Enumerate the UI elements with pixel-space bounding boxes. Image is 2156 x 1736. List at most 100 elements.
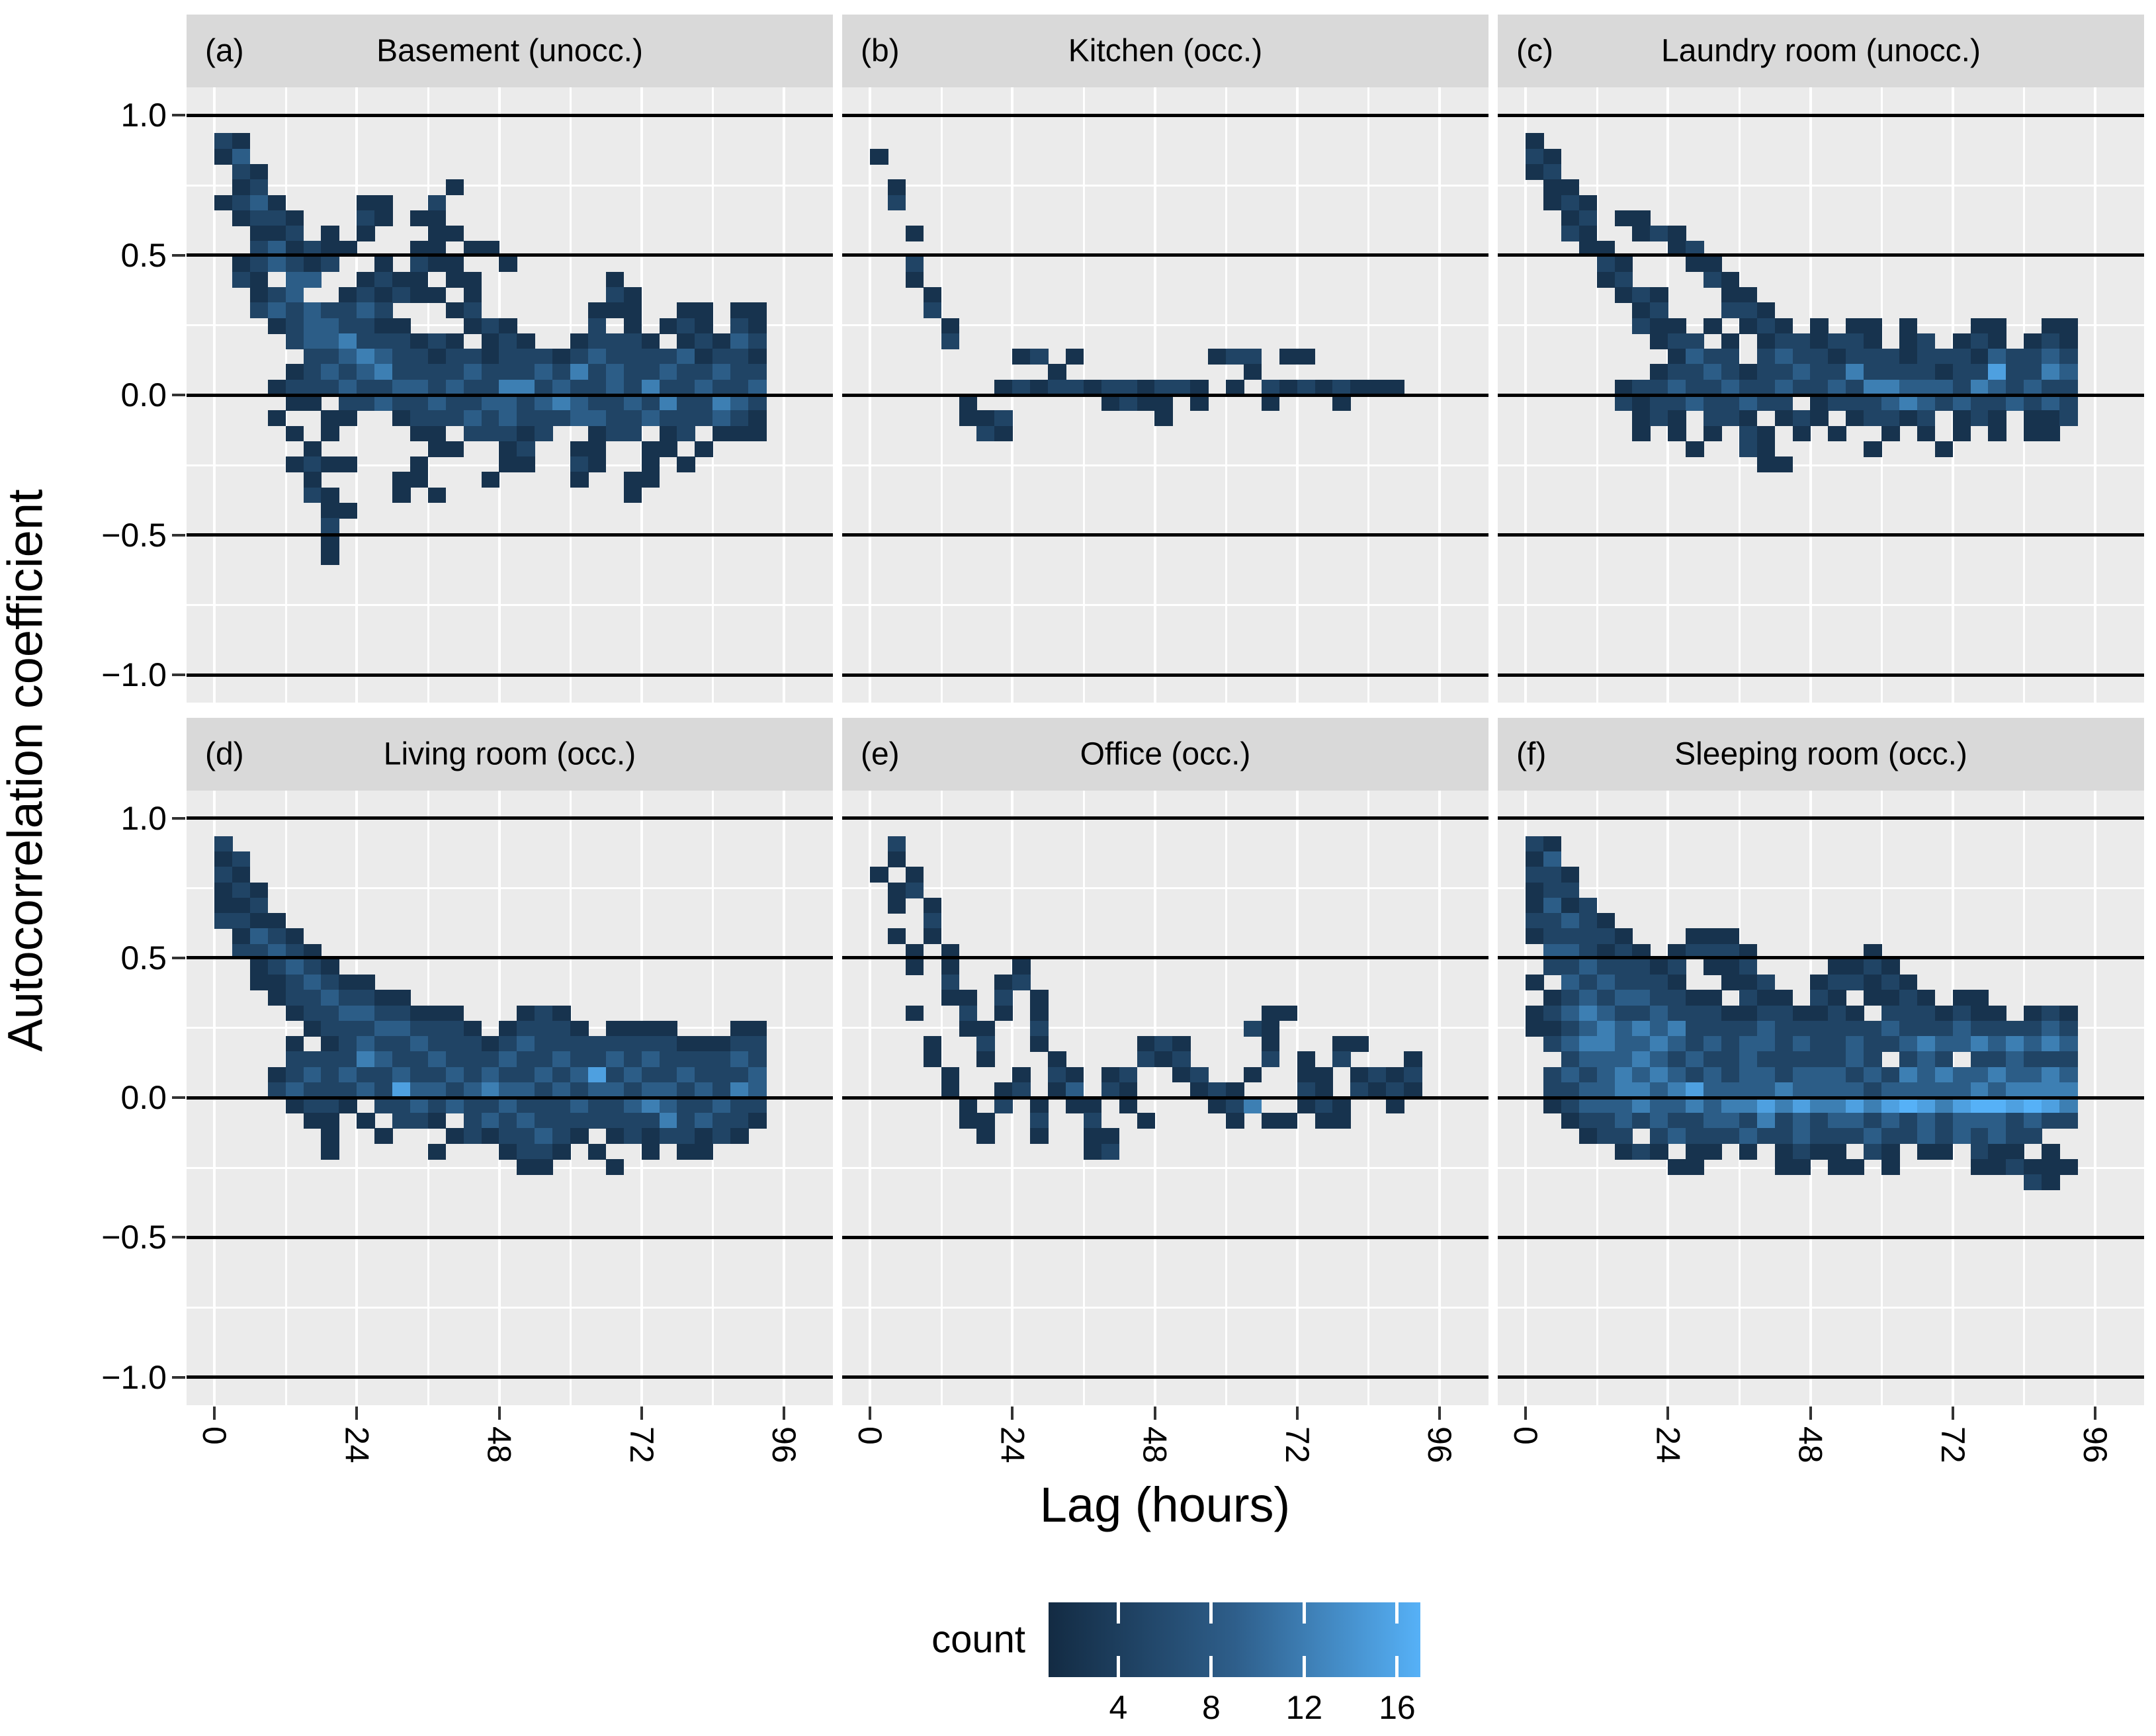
- heatmap-tile: [623, 1082, 642, 1098]
- heatmap-tile: [321, 518, 339, 534]
- heatmap-tile: [463, 1113, 482, 1129]
- heatmap-tile: [1137, 379, 1155, 396]
- heatmap-tile: [1774, 395, 1793, 411]
- x-tick-label: 96: [765, 1426, 803, 1463]
- reference-line: [187, 393, 833, 397]
- heatmap-tile: [321, 1098, 339, 1113]
- heatmap-tile: [2059, 333, 2078, 349]
- y-tick-label: 1.0: [120, 799, 167, 837]
- heatmap-tile: [1810, 349, 1829, 365]
- heatmap-tile: [2059, 1036, 2078, 1052]
- heatmap-tile: [285, 302, 304, 319]
- heatmap-tile: [1952, 1113, 1971, 1129]
- heatmap-tile: [321, 318, 339, 334]
- heatmap-tile: [249, 943, 269, 960]
- heatmap-tile: [249, 975, 269, 990]
- heatmap-tile: [1739, 1128, 1758, 1145]
- heatmap-tile: [535, 1128, 553, 1145]
- heatmap-tile: [1988, 1066, 2006, 1083]
- heatmap-tile: [1917, 410, 1936, 427]
- heatmap-tile: [1828, 364, 1846, 380]
- heatmap-tile: [427, 241, 447, 257]
- heatmap-tile: [249, 302, 269, 319]
- heatmap-tile: [976, 1113, 995, 1129]
- heatmap-tile: [1970, 1158, 1989, 1175]
- heatmap-tile: [1119, 1066, 1138, 1083]
- heatmap-tile: [1650, 1098, 1668, 1113]
- heatmap-tile: [1703, 1020, 1722, 1037]
- heatmap-tile: [887, 882, 906, 898]
- heatmap-tile: [1828, 1158, 1846, 1175]
- heatmap-tile: [285, 975, 304, 990]
- heatmap-tile: [1756, 1082, 1776, 1098]
- heatmap-tile: [517, 1128, 535, 1145]
- heatmap-tile: [1632, 990, 1651, 1006]
- heatmap-tile: [321, 1036, 339, 1052]
- heatmap-tile: [517, 441, 535, 457]
- heatmap-tile: [517, 1005, 535, 1021]
- heatmap-tile: [1561, 959, 1580, 975]
- heatmap-tile: [463, 410, 482, 427]
- strip-tag: (c): [1516, 33, 1553, 69]
- heatmap-tile: [1543, 990, 1562, 1006]
- heatmap-tile: [2006, 1143, 2024, 1160]
- heatmap-tile: [1970, 379, 1989, 396]
- heatmap-tile: [1686, 1082, 1704, 1098]
- heatmap-tile: [605, 379, 625, 396]
- plot-panel: [842, 791, 1488, 1405]
- gridline-minor-h: [842, 1027, 1488, 1029]
- heatmap-tile: [1686, 333, 1704, 349]
- heatmap-tile: [1404, 1066, 1422, 1083]
- heatmap-tile: [1970, 1143, 1989, 1160]
- heatmap-tile: [1899, 1098, 1918, 1113]
- heatmap-tile: [1686, 1005, 1704, 1021]
- heatmap-tile: [1739, 410, 1758, 427]
- heatmap-tile: [499, 379, 517, 396]
- heatmap-tile: [1774, 333, 1793, 349]
- heatmap-tile: [303, 333, 322, 349]
- heatmap-tile: [1899, 349, 1918, 365]
- heatmap-tile: [2024, 1158, 2042, 1175]
- heatmap-tile: [677, 349, 695, 365]
- y-tick-label: 1.0: [120, 97, 167, 134]
- heatmap-tile: [1988, 1098, 2006, 1113]
- heatmap-tile: [605, 271, 625, 288]
- heatmap-tile: [1810, 1005, 1829, 1021]
- heatmap-tile: [1614, 1128, 1633, 1145]
- heatmap-tile: [1881, 975, 1900, 990]
- heatmap-tile: [232, 133, 251, 150]
- heatmap-tile: [1578, 943, 1598, 960]
- heatmap-tile: [249, 913, 269, 929]
- heatmap-tile: [623, 318, 642, 334]
- x-tick-mark: [1951, 1407, 1954, 1420]
- heatmap-tile: [712, 395, 731, 411]
- heatmap-tile: [1315, 1098, 1333, 1113]
- heatmap-tile: [887, 179, 906, 196]
- heatmap-tile: [1650, 1128, 1668, 1145]
- heatmap-tile: [2024, 333, 2042, 349]
- heatmap-tile: [677, 318, 695, 334]
- heatmap-tile: [905, 271, 924, 288]
- heatmap-tile: [1774, 1082, 1793, 1098]
- heatmap-tile: [463, 1036, 482, 1052]
- heatmap-tile: [1578, 1113, 1598, 1129]
- heatmap-tile: [1154, 395, 1173, 411]
- heatmap-tile: [481, 379, 499, 396]
- heatmap-tile: [249, 164, 269, 180]
- heatmap-tile: [1792, 1143, 1811, 1160]
- heatmap-tile: [232, 256, 251, 273]
- heatmap-tile: [695, 1113, 713, 1129]
- strip-title: Kitchen (occ.): [1068, 33, 1263, 69]
- gridline-minor-h: [842, 604, 1488, 607]
- y-tick-label: −1.0: [101, 1358, 167, 1396]
- heatmap-tile: [1596, 241, 1616, 257]
- heatmap-tile: [1226, 1082, 1244, 1098]
- heatmap-tile: [1596, 271, 1616, 288]
- heatmap-tile: [1792, 1051, 1811, 1068]
- heatmap-tile: [605, 425, 625, 442]
- heatmap-tile: [1614, 287, 1633, 303]
- heatmap-tile: [392, 1113, 411, 1129]
- heatmap-tile: [1668, 1128, 1686, 1145]
- heatmap-tile: [1279, 349, 1298, 365]
- heatmap-tile: [1846, 1113, 1864, 1129]
